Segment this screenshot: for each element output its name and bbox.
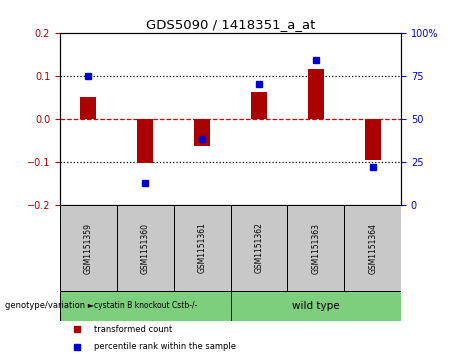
Text: cystatin B knockout Cstb-/-: cystatin B knockout Cstb-/-	[94, 301, 197, 310]
Bar	[287, 205, 344, 291]
Text: wild type: wild type	[292, 301, 340, 311]
Text: GSM1151362: GSM1151362	[254, 223, 263, 273]
Bar	[117, 205, 174, 291]
Bar	[194, 119, 210, 146]
Bar	[344, 205, 401, 291]
Bar	[230, 291, 401, 321]
Text: GSM1151359: GSM1151359	[84, 223, 93, 274]
Bar	[137, 119, 153, 163]
Text: GSM1151360: GSM1151360	[141, 223, 150, 274]
Text: GSM1151363: GSM1151363	[311, 223, 320, 274]
Text: percentile rank within the sample: percentile rank within the sample	[94, 342, 236, 351]
Text: GSM1151361: GSM1151361	[198, 223, 207, 273]
Bar	[365, 119, 381, 160]
Bar	[174, 205, 230, 291]
Bar	[308, 69, 324, 119]
Title: GDS5090 / 1418351_a_at: GDS5090 / 1418351_a_at	[146, 19, 315, 32]
Bar	[60, 291, 230, 321]
Text: genotype/variation ►: genotype/variation ►	[5, 301, 94, 310]
Bar	[60, 205, 117, 291]
Bar	[251, 92, 267, 119]
Text: GSM1151364: GSM1151364	[368, 223, 377, 274]
Text: transformed count: transformed count	[94, 325, 172, 334]
Bar	[80, 97, 96, 119]
Bar	[230, 205, 287, 291]
